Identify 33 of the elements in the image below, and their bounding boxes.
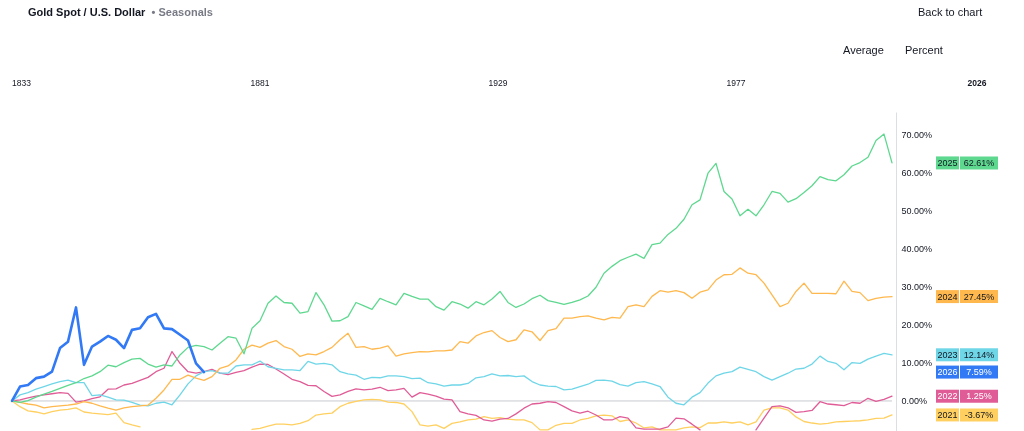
text: -3.67% [964, 409, 994, 420]
text: Average [843, 44, 884, 56]
text: 1833 [12, 78, 32, 88]
text: Percent [905, 44, 943, 56]
text: 1929 [488, 78, 508, 88]
chart-subtitle: • Seasonals [151, 6, 213, 18]
line-series [11, 352, 893, 407]
chart-title: Gold Spot / U.S. Dollar [28, 6, 147, 18]
y-tick-label: 40.00% [901, 244, 933, 255]
line-series [10, 306, 206, 403]
legend-label: 2022 [937, 391, 958, 402]
y-tick-label: 0.00% [901, 396, 928, 407]
text: 1881 [250, 78, 270, 88]
text: 62.61% [963, 157, 995, 168]
text: 27.45% [963, 291, 995, 302]
legend-label: 2021 [937, 409, 958, 420]
text: 7.59% [966, 367, 992, 378]
y-tick-label: 70.00% [901, 130, 933, 141]
y-tick-label: 30.00% [901, 282, 933, 293]
line-series [11, 133, 893, 404]
legend-label: 2024 [937, 291, 958, 302]
legend-label: 2026 [937, 367, 958, 378]
text: Back to chart [918, 6, 983, 18]
legend-label: 2023 [937, 349, 958, 360]
text: 1977 [726, 78, 746, 88]
text: 12.14% [963, 349, 995, 360]
y-tick-label: 10.00% [901, 358, 933, 369]
y-tick-label: 50.00% [901, 206, 933, 217]
y-tick-label: 20.00% [901, 320, 933, 331]
legend-label: 2025 [937, 157, 958, 168]
y-tick-label: 60.00% [901, 168, 933, 179]
text: 2026 [967, 78, 987, 88]
text: 1.25% [966, 391, 992, 402]
